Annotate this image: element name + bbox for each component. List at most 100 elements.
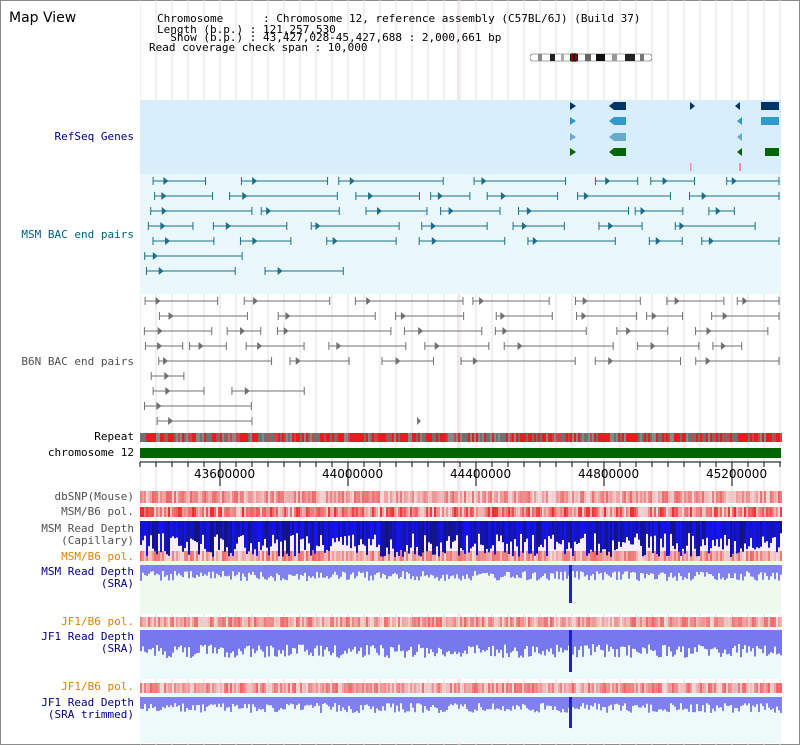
msm-bac-end-arrow[interactable]	[583, 192, 589, 200]
b6n-bac-end-arrow[interactable]	[720, 342, 726, 350]
msm-bac-end-arrow[interactable]	[679, 222, 685, 230]
msm-bac-end-arrow[interactable]	[252, 237, 258, 245]
gene-arrow[interactable]	[570, 102, 576, 110]
msm-bac-end-arrow[interactable]	[431, 237, 437, 245]
b6n-bac-end-arrow[interactable]	[198, 342, 204, 350]
b6n-bac-end-arrow[interactable]	[517, 342, 523, 350]
msm-bac-end-arrow[interactable]	[701, 192, 707, 200]
gene-arrow[interactable]	[609, 148, 614, 156]
b6n-bac-end-arrow[interactable]	[283, 327, 289, 335]
msm-bac-end-arrow[interactable]	[437, 192, 443, 200]
track-label-jf1-depth-trimmed[interactable]: JF1 Read Depth	[41, 696, 134, 709]
b6n-bac-end-arrow[interactable]	[417, 417, 421, 425]
gene-arrow[interactable]	[570, 117, 576, 125]
b6n-bac-end-arrow[interactable]	[168, 312, 174, 320]
gene-exon[interactable]	[614, 133, 626, 141]
msm-bac-end-arrow[interactable]	[368, 192, 374, 200]
b6n-bac-end-arrow[interactable]	[366, 297, 372, 305]
msm-bac-end-arrow[interactable]	[225, 222, 231, 230]
track-label-b6n-bac[interactable]: B6N BAC end pairs	[21, 355, 134, 368]
b6n-bac-end-arrow[interactable]	[164, 372, 170, 380]
b6n-bac-end-arrow[interactable]	[395, 357, 401, 365]
track-label-msm-depth-capillary[interactable]: MSM Read Depth	[41, 522, 134, 535]
b6n-bac-end-arrow[interactable]	[165, 387, 171, 395]
msm-bac-end-arrow[interactable]	[161, 192, 167, 200]
b6n-bac-end-arrow[interactable]	[500, 312, 506, 320]
msm-bac-end-arrow[interactable]	[448, 207, 454, 215]
b6n-bac-end-arrow[interactable]	[157, 327, 163, 335]
gene-exon[interactable]	[761, 102, 779, 110]
chromosome-bar[interactable]	[140, 448, 781, 458]
gene-exon[interactable]	[765, 148, 779, 156]
b6n-bac-end-arrow[interactable]	[706, 327, 712, 335]
gene-arrow[interactable]	[737, 148, 742, 156]
gene-exon[interactable]	[761, 117, 779, 125]
b6n-bac-end-arrow[interactable]	[608, 357, 614, 365]
b6n-bac-end-arrow[interactable]	[240, 327, 246, 335]
b6n-bac-end-arrow[interactable]	[400, 312, 406, 320]
msm-bac-end-arrow[interactable]	[430, 222, 436, 230]
msm-bac-end-arrow[interactable]	[349, 177, 355, 185]
msm-bac-end-arrow[interactable]	[158, 267, 164, 275]
msm-bac-end-arrow[interactable]	[640, 207, 646, 215]
msm-bac-end-arrow[interactable]	[160, 222, 166, 230]
track-label-jf1-b6-pol-2[interactable]: JF1/B6 pol.	[61, 680, 134, 693]
track-label-msm-b6-pol-2[interactable]: MSM/B6 pol.	[61, 550, 134, 563]
b6n-bac-end-arrow[interactable]	[244, 387, 250, 395]
msm-bac-end-arrow[interactable]	[266, 207, 272, 215]
b6n-bac-end-arrow[interactable]	[705, 357, 711, 365]
b6n-bac-end-arrow[interactable]	[168, 417, 174, 425]
track-label-refseq[interactable]: RefSeq Genes	[54, 130, 134, 143]
b6n-bac-end-arrow[interactable]	[502, 327, 508, 335]
msm-bac-end-arrow[interactable]	[161, 207, 167, 215]
b6n-bac-end-arrow[interactable]	[674, 297, 680, 305]
track-label-msm-bac[interactable]: MSM BAC end pairs	[21, 228, 134, 241]
track-label-msm-depth-sra[interactable]: MSM Read Depth	[41, 565, 134, 578]
b6n-bac-end-arrow[interactable]	[156, 402, 162, 410]
chromosome-ideogram[interactable]	[530, 53, 652, 62]
gene-arrow[interactable]	[609, 117, 614, 125]
msm-bac-end-arrow[interactable]	[163, 177, 169, 185]
gene-exon[interactable]	[614, 117, 626, 125]
gene-exon[interactable]	[614, 148, 626, 156]
msm-bac-end-arrow[interactable]	[376, 207, 382, 215]
track-label-jf1-depth-sra[interactable]: JF1 Read Depth	[41, 630, 134, 643]
msm-bac-end-arrow[interactable]	[500, 192, 506, 200]
msm-bac-end-arrow[interactable]	[655, 237, 661, 245]
msm-bac-end-arrow[interactable]	[165, 237, 171, 245]
track-label-chromosome[interactable]: chromosome 12	[47, 446, 134, 459]
msm-bac-end-arrow[interactable]	[731, 177, 737, 185]
msm-bac-end-arrow[interactable]	[315, 222, 321, 230]
msm-bac-end-arrow[interactable]	[521, 222, 527, 230]
b6n-bac-end-arrow[interactable]	[472, 357, 478, 365]
b6n-bac-end-arrow[interactable]	[582, 297, 588, 305]
b6n-bac-end-arrow[interactable]	[742, 297, 748, 305]
track-label-repeat[interactable]: Repeat	[94, 430, 134, 443]
msm-bac-end-arrow[interactable]	[332, 237, 338, 245]
msm-bac-end-arrow[interactable]	[605, 177, 611, 185]
msm-bac-end-arrow[interactable]	[152, 252, 158, 260]
msm-bac-end-arrow[interactable]	[242, 192, 248, 200]
msm-bac-end-arrow[interactable]	[252, 177, 258, 185]
msm-bac-end-arrow[interactable]	[608, 222, 614, 230]
msm-bac-end-arrow[interactable]	[708, 237, 714, 245]
b6n-bac-end-arrow[interactable]	[722, 312, 728, 320]
gene-arrow[interactable]	[570, 148, 576, 156]
gene-arrow[interactable]	[737, 117, 742, 125]
track-label-dbsnp[interactable]: dbSNP(Mouse)	[54, 490, 134, 503]
msm-bac-end-arrow[interactable]	[481, 177, 487, 185]
b6n-bac-end-arrow[interactable]	[295, 357, 301, 365]
b6n-bac-end-arrow[interactable]	[418, 327, 424, 335]
b6n-bac-end-arrow[interactable]	[253, 297, 259, 305]
b6n-bac-end-arrow[interactable]	[257, 342, 263, 350]
b6n-bac-end-arrow[interactable]	[651, 312, 657, 320]
b6n-bac-end-arrow[interactable]	[163, 357, 169, 365]
b6n-bac-end-arrow[interactable]	[285, 312, 291, 320]
msm-bac-end-arrow[interactable]	[526, 207, 532, 215]
gene-arrow[interactable]	[737, 133, 742, 141]
msm-bac-end-arrow[interactable]	[662, 177, 668, 185]
b6n-bac-end-arrow[interactable]	[157, 342, 163, 350]
b6n-bac-end-arrow[interactable]	[336, 342, 342, 350]
b6n-bac-end-arrow[interactable]	[626, 327, 632, 335]
b6n-bac-end-arrow[interactable]	[581, 312, 587, 320]
